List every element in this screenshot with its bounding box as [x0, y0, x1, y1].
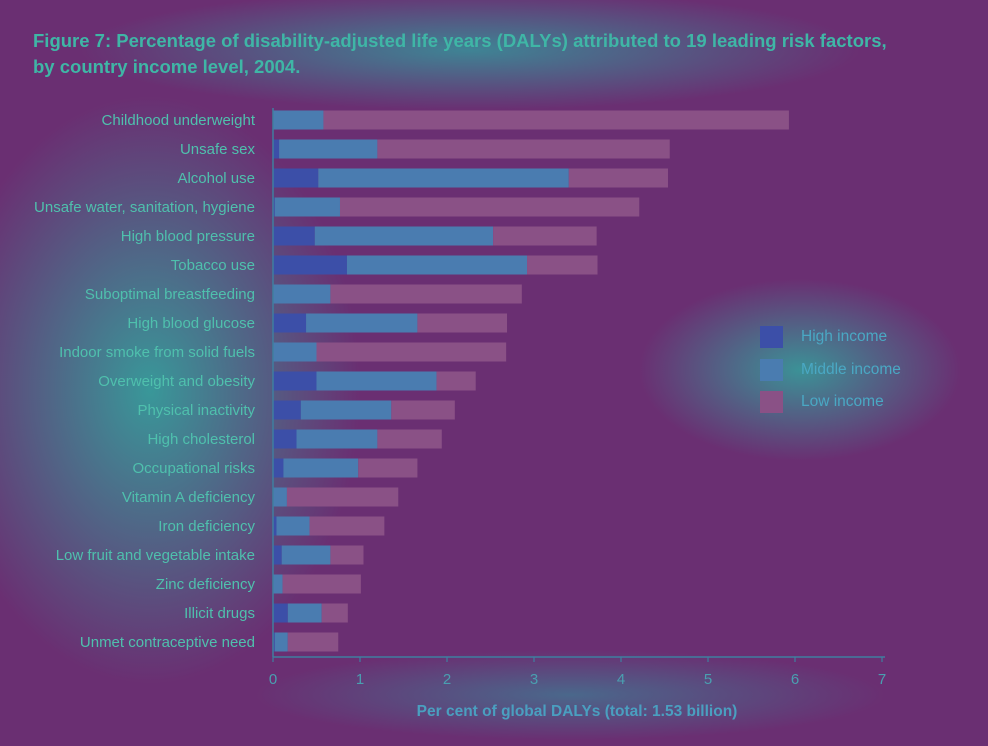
x-tick-label: 5 [704, 671, 712, 688]
bar-segment-low [321, 603, 348, 623]
bar-segment-middle [346, 255, 528, 275]
bar-segment-low [493, 226, 597, 246]
bar-segment-middle [316, 371, 437, 391]
bar-segment-high [273, 226, 315, 246]
legend-label-middle: Middle income [801, 360, 901, 378]
x-tick-label: 3 [530, 671, 538, 688]
category-label: Childhood underweight [102, 112, 256, 129]
category-label: Illicit drugs [184, 605, 255, 622]
bar-segment-low [377, 139, 670, 159]
bar-segment-low [377, 429, 442, 449]
bar-segment-middle [300, 400, 392, 420]
bar-segment-high [273, 139, 280, 159]
x-axis-title: Per cent of global DALYs (total: 1.53 bi… [417, 703, 738, 720]
category-label: Tobacco use [171, 257, 255, 274]
bar-segment-low [391, 400, 455, 420]
bar-segment-high [273, 458, 284, 478]
legend: High income Middle income Low income [760, 326, 920, 424]
category-label: Unmet contraceptive need [80, 634, 255, 651]
x-tick-label: 2 [443, 671, 451, 688]
bar-segment-low [568, 168, 668, 188]
chart-title: Figure 7: Percentage of disability-adjus… [33, 30, 887, 77]
category-label: Low fruit and vegetable intake [56, 547, 255, 564]
x-tick-label: 0 [269, 671, 277, 688]
bar-segment-middle [283, 458, 359, 478]
legend-item-middle: Middle income [760, 358, 920, 381]
bar-segment-low [286, 487, 399, 507]
bar-segment-low [323, 110, 789, 130]
bar-segment-high [273, 632, 275, 652]
bar-segment-high [273, 168, 319, 188]
category-label: Overweight and obesity [98, 373, 255, 390]
legend-swatch-high [760, 326, 783, 348]
bar-segment-low [358, 458, 418, 478]
bar-segment-high [273, 255, 347, 275]
bar-segment-middle [296, 429, 378, 449]
bar-segment-middle [273, 574, 283, 594]
bar-segment-high [273, 400, 301, 420]
bar-segment-middle [276, 516, 310, 536]
bar-segment-middle [279, 139, 378, 159]
category-label: Zinc deficiency [156, 576, 256, 593]
category-label: Alcohol use [177, 170, 255, 187]
category-label: High blood pressure [121, 228, 255, 245]
category-label: Indoor smoke from solid fuels [59, 344, 255, 361]
bar-segment-middle [274, 632, 288, 652]
bar-segment-middle [314, 226, 494, 246]
bar-segment-low [417, 313, 508, 333]
category-label: Unsafe sex [180, 141, 256, 158]
bar-segment-middle [318, 168, 569, 188]
category-label: Iron deficiency [158, 518, 255, 535]
x-tick-label: 6 [791, 671, 799, 688]
category-label: Physical inactivity [137, 402, 255, 419]
bar-segment-middle [273, 110, 324, 130]
bar-segment-middle [274, 197, 340, 217]
category-label: High cholesterol [147, 431, 255, 448]
category-label: Occupational risks [132, 460, 255, 477]
bar-segment-high [273, 197, 275, 217]
category-label: Vitamin A deficiency [122, 489, 256, 506]
legend-label-high: High income [801, 328, 888, 345]
bar-segment-low [282, 574, 361, 594]
bar-segment-low [287, 632, 339, 652]
bar-segment-high [273, 516, 277, 536]
category-label: High blood glucose [127, 315, 255, 332]
bar-segment-high [273, 313, 307, 333]
bar-segment-middle [273, 342, 317, 362]
bar-segment-high [273, 371, 317, 391]
legend-label-low: Low income [801, 393, 884, 410]
bar-segment-high [273, 603, 288, 623]
bar-segment-low [339, 197, 640, 217]
legend-swatch-low [760, 391, 783, 413]
bar-segment-low [316, 342, 507, 362]
bar-segment-middle [281, 545, 331, 565]
bar-segment-middle [273, 284, 331, 304]
bar-segment-middle [273, 487, 287, 507]
bar-segment-low [330, 284, 522, 304]
bar-segment-high [273, 545, 282, 565]
bar-segment-low [436, 371, 476, 391]
x-tick-label: 4 [617, 671, 625, 688]
bar-segment-middle [306, 313, 418, 333]
legend-swatch-middle [760, 358, 783, 381]
bar-segment-low [330, 545, 364, 565]
category-label: Unsafe water, sanitation, hygiene [34, 199, 255, 216]
bar-segment-low [309, 516, 385, 536]
category-label: Suboptimal breastfeeding [85, 286, 255, 303]
bar-segment-low [527, 255, 598, 275]
legend-item-high: High income [760, 326, 920, 348]
x-tick-label: 1 [356, 671, 364, 688]
legend-item-low: Low income [760, 391, 920, 413]
x-tick-label: 7 [878, 671, 886, 688]
bar-segment-middle [287, 603, 322, 623]
bar-segment-high [273, 429, 297, 449]
